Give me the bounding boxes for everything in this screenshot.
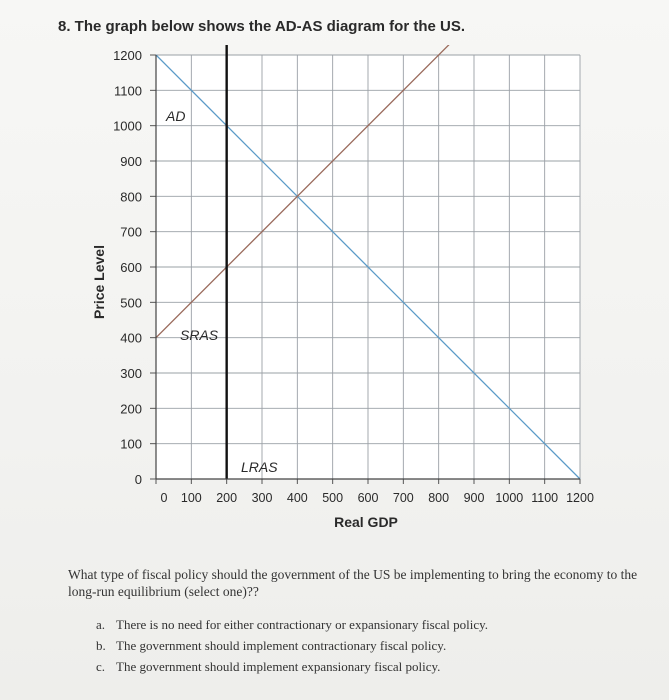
ad-as-chart: 0100200300400500600700800900100011001200… — [91, 45, 594, 530]
series-line-sras — [156, 45, 450, 339]
y-tick-label: 400 — [120, 331, 142, 346]
series-label-ad: AD — [165, 108, 185, 124]
y-tick-label: 800 — [120, 189, 142, 204]
series-lines — [156, 45, 581, 479]
y-tick-label: 900 — [120, 154, 142, 169]
x-tick-label: 1200 — [566, 491, 594, 505]
y-axis-ticks: 0 100 200 300 400 500 600 700 800 900 1000 1100 1200 — [113, 48, 156, 487]
x-tick-label: 1100 — [531, 491, 558, 505]
option-c-text: The government should implement expansio… — [116, 659, 441, 674]
option-b-text: The government should implement contract… — [116, 638, 447, 653]
x-tick-label: 400 — [287, 491, 308, 505]
y-tick-label: 500 — [120, 295, 142, 310]
x-tick-label: 1000 — [495, 491, 523, 505]
y-tick-label: 1000 — [113, 119, 142, 134]
x-tick-label: 600 — [358, 491, 379, 505]
x-tick-label: 0 — [161, 491, 168, 505]
question-text: What type of fiscal policy should the go… — [68, 567, 638, 599]
x-tick-label: 200 — [216, 491, 237, 505]
series-label-sras: SRAS — [180, 327, 219, 343]
x-tick-label: 500 — [322, 491, 343, 505]
x-tick-label: 900 — [464, 491, 485, 505]
y-tick-label: 1200 — [113, 48, 142, 63]
y-tick-label: 300 — [120, 366, 142, 381]
y-tick-label: 200 — [120, 401, 142, 416]
series-label-lras: LRAS — [241, 459, 278, 475]
x-tick-label: 800 — [428, 491, 449, 505]
option-a[interactable]: a. There is no need for either contractio… — [96, 614, 488, 635]
option-c-letter: c. — [96, 659, 106, 674]
y-tick-label: 100 — [120, 437, 142, 452]
y-tick-label: 600 — [120, 260, 142, 275]
y-axis-label: Price Level — [91, 245, 107, 319]
option-a-text: There is no need for either contractiona… — [116, 617, 489, 632]
option-a-letter: a. — [96, 617, 106, 632]
y-tick-label: 700 — [120, 225, 142, 240]
y-tick-label: 0 — [135, 472, 142, 487]
x-axis-label: Real GDP — [334, 514, 398, 530]
y-tick-label: 1100 — [114, 83, 142, 98]
answer-options: a. There is no need for either contractio… — [96, 614, 488, 677]
x-tick-label: 100 — [181, 491, 202, 505]
option-b-letter: b. — [96, 638, 106, 653]
x-axis-ticks: 0 100 200 300 400 500 600 700 800 900 1000 1100 1200 — [155, 479, 594, 505]
question-header: 8. The graph below shows the AD-AS diagr… — [58, 18, 465, 35]
x-tick-label: 300 — [252, 491, 273, 505]
option-c[interactable]: c. The government should implement expans… — [96, 656, 488, 677]
x-tick-label: 700 — [393, 491, 414, 505]
option-b[interactable]: b. The government should implement contra… — [96, 635, 488, 656]
